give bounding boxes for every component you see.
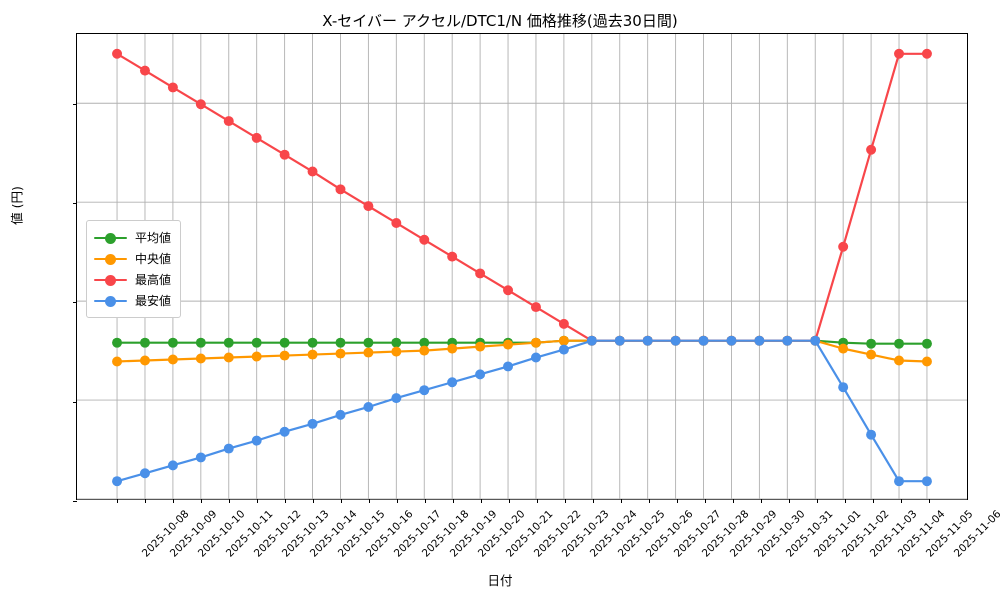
x-tick-mark [704, 499, 706, 503]
plot-area: 0100200300400 2025-10-082025-10-092025-1… [73, 33, 1000, 560]
x-tick-mark [117, 499, 119, 503]
y-tick-mark [73, 401, 77, 403]
x-tick-mark [453, 499, 455, 503]
x-tick-mark [509, 499, 510, 503]
x-tick-mark [928, 499, 930, 503]
y-axis-label: 値 (円) [9, 186, 25, 225]
x-tick-mark [229, 499, 231, 503]
x-tick-mark [620, 499, 622, 503]
x-tick-mark [900, 499, 902, 503]
legend-label: 中央値 [135, 252, 172, 266]
x-tick-mark [481, 499, 482, 503]
y-tick-mark [73, 103, 77, 105]
legend-item-3[interactable]: 最高値 [94, 269, 171, 290]
x-tick-mark [592, 499, 594, 503]
x-tick-mark [872, 499, 874, 503]
chart-title: X-セイバー アクセル/DTC1/N 価格推移(過去30日間) [322, 12, 678, 30]
y-tick-mark [73, 501, 77, 502]
grid-lines [77, 34, 967, 500]
x-tick-mark [341, 499, 343, 503]
y-tick-mark [73, 202, 77, 204]
x-axis-label: 日付 [487, 573, 513, 588]
x-tick-mark [257, 499, 259, 503]
x-tick-mark [844, 499, 846, 503]
x-tick-mark [173, 499, 175, 503]
x-tick-mark [816, 499, 818, 503]
x-tick-mark [732, 499, 734, 503]
x-tick-mark [285, 499, 287, 503]
legend-marker-icon [94, 273, 127, 287]
x-tick-mark [313, 499, 315, 503]
x-tick-mark [760, 499, 762, 503]
y-tick-mark [73, 302, 77, 304]
legend-marker-icon [94, 231, 127, 245]
x-tick-mark [201, 499, 203, 503]
x-tick-mark [397, 499, 399, 503]
legend-label: 最安値 [135, 294, 172, 308]
legend-label: 平均値 [135, 231, 172, 245]
x-tick-mark [648, 499, 650, 503]
legend-marker-icon [94, 294, 127, 308]
legend-item-2[interactable]: 中央値 [94, 248, 171, 269]
legend-item-1[interactable]: 平均値 [94, 227, 171, 248]
x-tick-mark [145, 499, 147, 503]
x-tick-mark [536, 499, 538, 503]
legend-marker-icon [94, 252, 127, 266]
x-tick-mark [676, 499, 678, 503]
x-tick-mark [369, 499, 371, 503]
x-tick-mark [788, 499, 790, 503]
series-lines [112, 48, 932, 487]
x-tick-mark [564, 499, 566, 503]
legend-item-4[interactable]: 最安値 [94, 290, 171, 311]
x-tick-mark [425, 499, 427, 503]
chart-legend: 平均値中央値最高値最安値 [86, 220, 182, 318]
legend-label: 最高値 [135, 273, 172, 287]
